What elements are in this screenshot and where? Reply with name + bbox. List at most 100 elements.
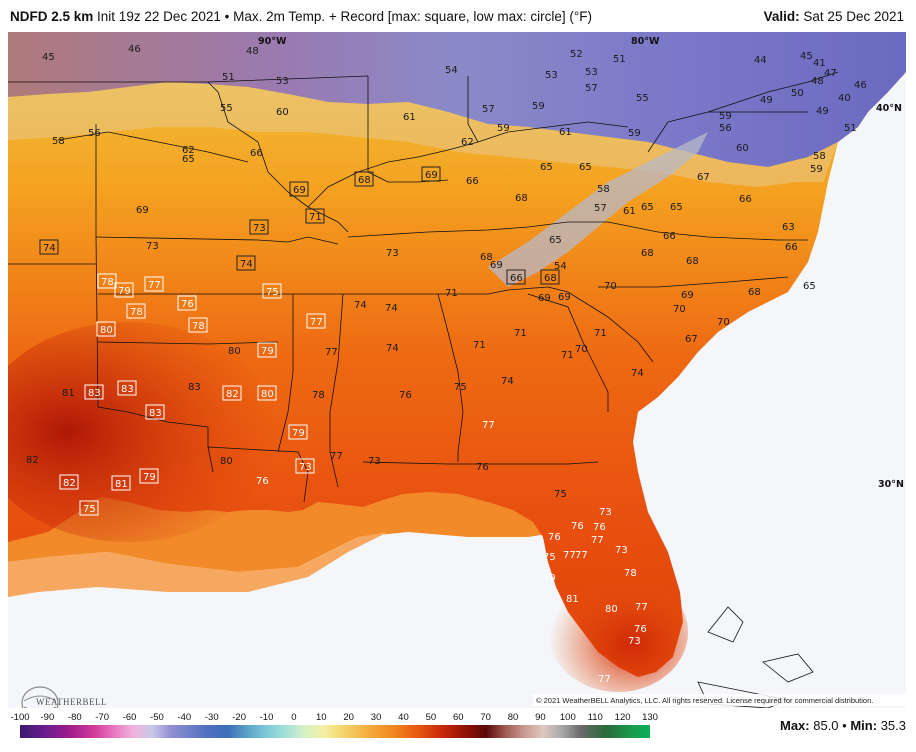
temp-label: 53: [545, 70, 558, 81]
temp-label: 56: [88, 128, 101, 139]
record-value: 82: [226, 389, 239, 400]
temp-label: 55: [220, 103, 233, 114]
record-box: [257, 342, 277, 358]
record-value: 68: [544, 273, 557, 284]
colorbar-tick-label: 100: [559, 712, 576, 723]
temp-label: 78: [312, 390, 325, 401]
temp-label: 69: [681, 290, 694, 301]
temp-label: 74: [631, 368, 644, 379]
record-box: [540, 269, 560, 285]
stats-separator: •: [842, 718, 851, 733]
temp-label: 57: [585, 83, 598, 94]
temp-label: 71: [445, 288, 458, 299]
temperature-labels: 46 45 48 51 53 55 60 58 56 62 65 66 69 7…: [26, 44, 867, 685]
temp-label: 68: [641, 248, 654, 259]
record-box: [236, 255, 256, 271]
record-box: [79, 500, 99, 516]
colorbar-gradient: [20, 725, 650, 738]
max-label: Max:: [779, 718, 810, 733]
colorbar-tick-label: 0: [291, 712, 297, 723]
temp-label: 67: [685, 334, 698, 345]
temp-label: 59: [497, 123, 510, 134]
record-box: [421, 166, 441, 182]
record-value: 73: [253, 223, 266, 234]
colorbar-tick-label: 20: [343, 712, 354, 723]
lon-80-label: 80°W: [631, 36, 660, 47]
record-value: 71: [309, 212, 322, 223]
record-value: 79: [261, 346, 274, 357]
temp-label: 77: [591, 535, 604, 546]
record-value: 79: [118, 286, 131, 297]
state-borders: [8, 71, 839, 503]
record-value: 74: [43, 243, 56, 254]
colorbar-tick-label: -60: [122, 712, 137, 723]
temp-label: 49: [816, 106, 829, 117]
record-box: [139, 468, 159, 484]
record-value: 77: [148, 280, 161, 291]
temp-label: 46: [128, 44, 141, 55]
record-box: [177, 295, 197, 311]
temp-label: 83: [188, 382, 201, 393]
colorbar-tick-label: -80: [67, 712, 82, 723]
record-value: 79: [292, 428, 305, 439]
temp-label: 51: [844, 123, 857, 134]
colorbar-tick-label: 70: [480, 712, 491, 723]
record-box: [96, 321, 116, 337]
temp-label: 63: [782, 222, 795, 233]
temp-label: 54: [554, 261, 567, 272]
record-box: [289, 181, 309, 197]
temp-label: 78: [624, 568, 637, 579]
temp-label: 65: [579, 162, 592, 173]
record-box: [84, 384, 104, 400]
temp-label: 70: [717, 317, 730, 328]
colorbar-tick-label: 130: [642, 712, 658, 723]
temp-label: 65: [540, 162, 553, 173]
temp-label: 74: [386, 343, 399, 354]
record-box: [39, 239, 59, 255]
temp-label: 52: [570, 49, 583, 60]
temp-label: 62: [461, 137, 474, 148]
temp-label: 65: [803, 281, 816, 292]
temp-label: 81: [62, 388, 75, 399]
temp-label: 55: [636, 93, 649, 104]
temp-label: 46: [854, 80, 867, 91]
record-value: 75: [266, 287, 279, 298]
weatherbell-logo: WEATHERBELL: [20, 683, 107, 708]
record-box: [114, 282, 134, 298]
temp-label: 59: [810, 164, 823, 175]
temp-label: 66: [466, 176, 479, 187]
lat-30-label: 30°N: [878, 479, 904, 490]
colorbar-tick-label: -90: [40, 712, 55, 723]
temp-label: 68: [748, 287, 761, 298]
record-box: [257, 385, 277, 401]
temp-label: 65: [670, 202, 683, 213]
temp-label: 45: [42, 52, 55, 63]
colorbar-tick-label: 80: [507, 712, 519, 723]
colorbar-tick-label: 110: [587, 712, 603, 723]
temp-label: 76: [634, 624, 647, 635]
temp-label: 51: [613, 54, 626, 65]
colorbar-tick-label: 120: [614, 712, 631, 723]
min-value: 35.3: [880, 718, 906, 733]
temp-label: 66: [739, 194, 752, 205]
temp-label: 49: [760, 95, 773, 106]
temp-label: 71: [473, 340, 486, 351]
record-box: [126, 303, 146, 319]
temp-label: 82: [26, 455, 39, 466]
temp-label: 77: [482, 420, 495, 431]
copyright-bg: [533, 694, 906, 706]
temp-label: 70: [604, 281, 617, 292]
record-box: [117, 380, 137, 396]
colorbar-tick-label: 90: [535, 712, 546, 723]
temp-label: 77: [635, 602, 648, 613]
temp-label: 50: [791, 88, 804, 99]
temp-label: 76: [548, 532, 561, 543]
temp-label: 48: [811, 76, 824, 87]
logo-globe-icon: [21, 686, 59, 708]
record-value: 78: [101, 277, 114, 288]
record-markers: 74 73 69 71 68 69 74 75 78 79 77 76 78: [39, 166, 560, 516]
temp-label: 81: [566, 594, 579, 605]
colorbar-tick-label: -30: [204, 712, 219, 723]
colorbar-tick-label: 60: [452, 712, 464, 723]
temp-label: 61: [403, 112, 416, 123]
